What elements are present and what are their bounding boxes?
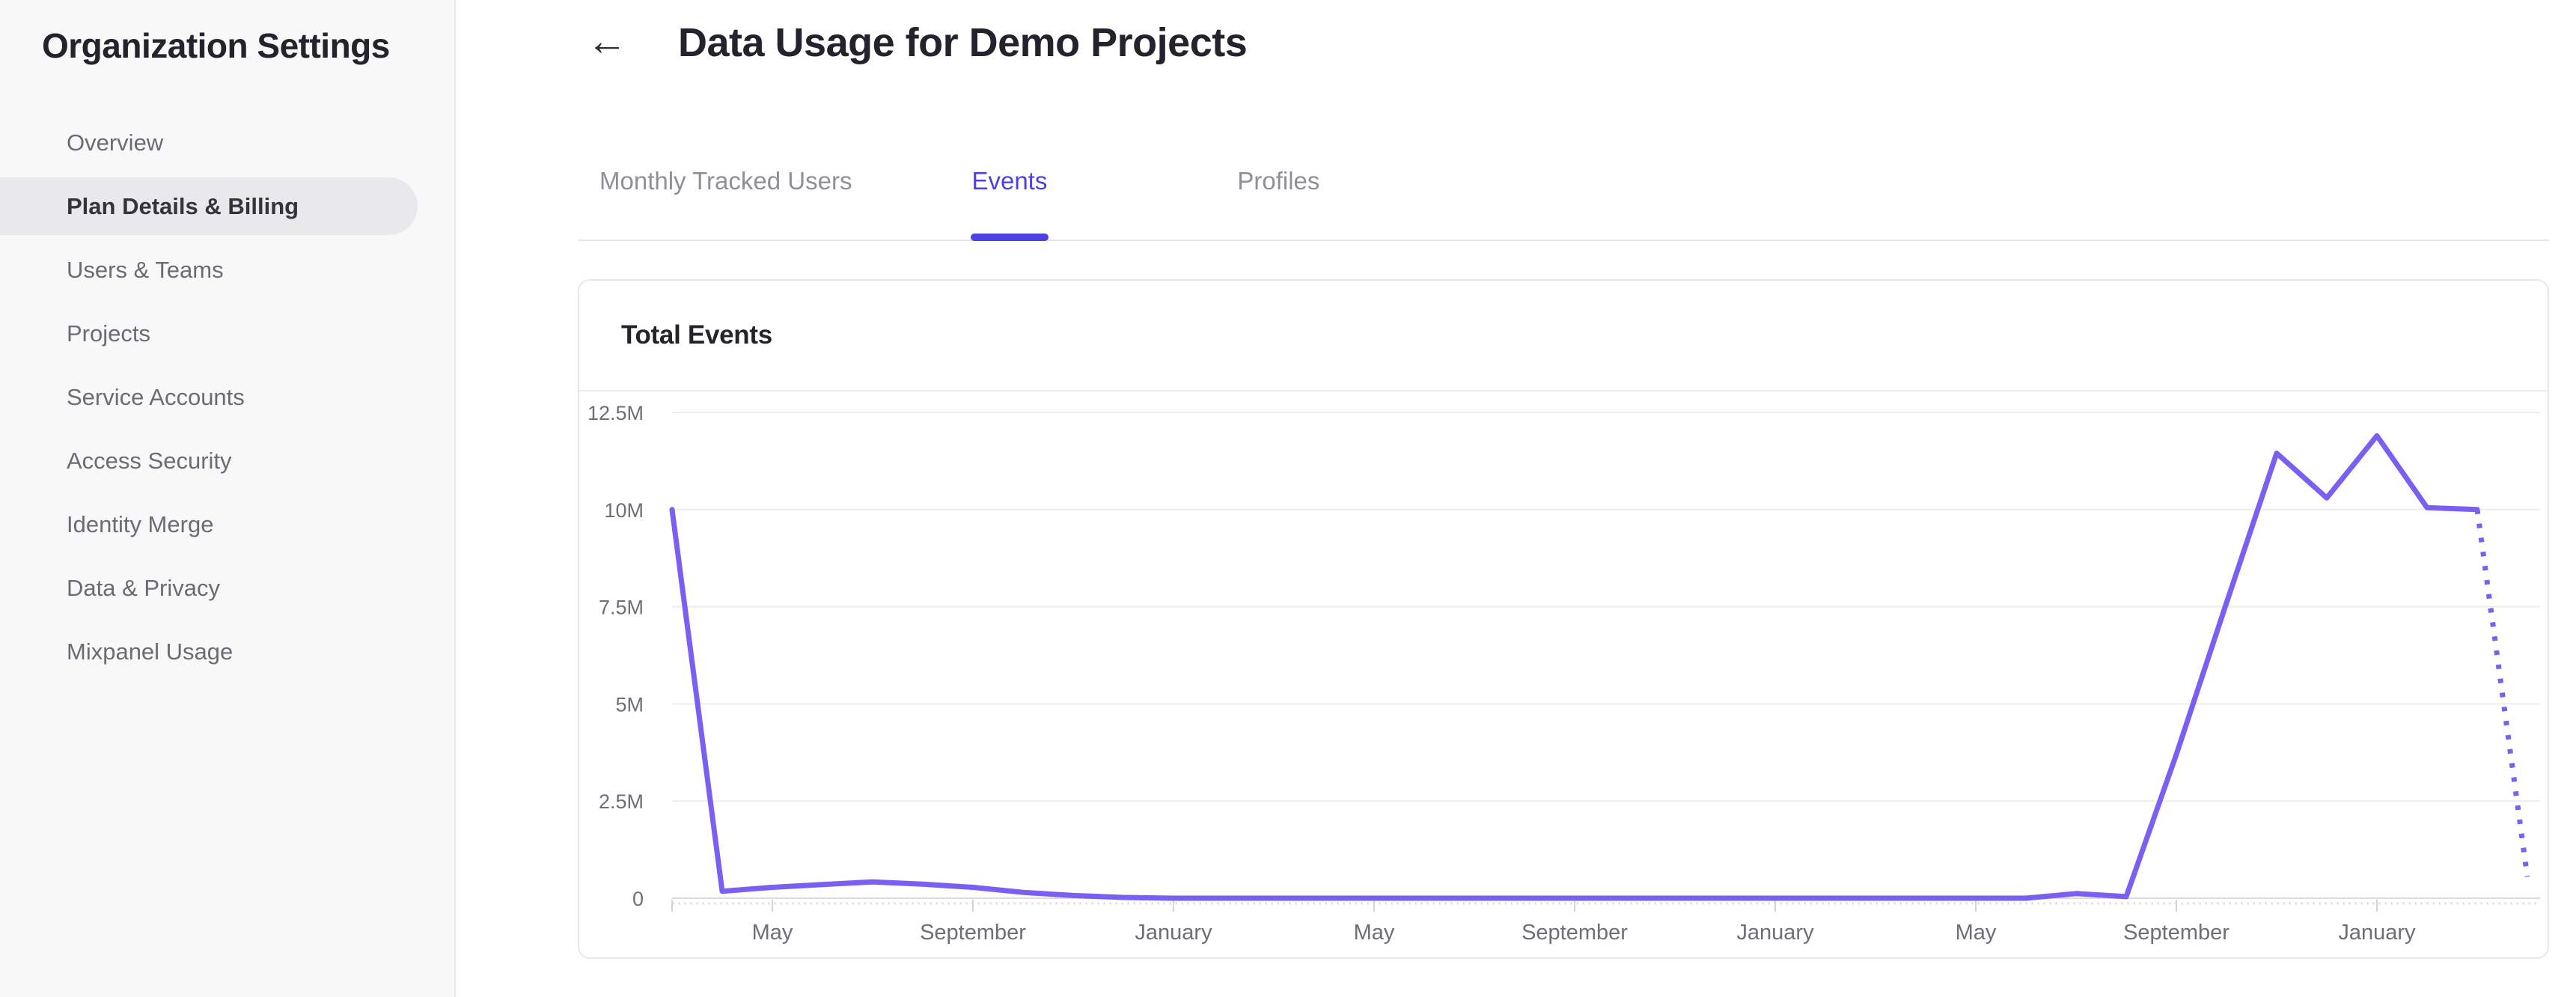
y-tick-label: 7.5M [599, 597, 644, 619]
x-tick-label: January [2338, 921, 2416, 945]
card-header: Total Events [579, 281, 2548, 391]
tab-label: Profiles [1237, 167, 1320, 195]
x-tick-label: May [752, 921, 793, 945]
active-tab-indicator [970, 234, 1049, 241]
sidebar-item-mixpanel-usage[interactable]: Mixpanel Usage [67, 638, 234, 665]
card-title: Total Events [621, 320, 772, 350]
sidebar-item-users-teams[interactable]: Users & Teams [67, 256, 224, 283]
sidebar-title: Organization Settings [42, 26, 390, 65]
tab-monthly-tracked-users[interactable]: Monthly Tracked Users [599, 168, 852, 193]
series-line-projected [2474, 509, 2530, 877]
sidebar-item-identity-merge[interactable]: Identity Merge [67, 510, 214, 537]
tab-events[interactable]: Events [970, 167, 1049, 241]
sidebar-item-access-security[interactable]: Access Security [67, 447, 232, 474]
y-tick-label: 2.5M [599, 790, 644, 813]
y-tick-label: 12.5M [587, 402, 644, 424]
y-tick-label: 10M [604, 499, 644, 522]
sidebar-item-service-accounts[interactable]: Service Accounts [67, 383, 245, 410]
tab-profiles[interactable]: Profiles [1237, 168, 1319, 193]
sidebar-item-projects[interactable]: Projects [67, 320, 150, 347]
tab-label: Events [971, 167, 1048, 195]
x-tick-label: May [1956, 921, 1997, 945]
x-tick-label: January [1736, 921, 1814, 945]
sidebar-item-data-privacy[interactable]: Data & Privacy [67, 574, 221, 601]
sidebar-nav: Overview Plan Details & Billing Users & … [0, 111, 454, 683]
x-tick-label: January [1135, 921, 1212, 945]
chart-area: 0 2.5M 5M 7.5M 10M 12.5M May September January Ma… [579, 393, 2548, 957]
sidebar-item-overview[interactable]: Overview [67, 129, 164, 156]
events-line-chart[interactable]: 0 2.5M 5M 7.5M 10M 12.5M May September January Ma… [579, 393, 2548, 957]
total-events-card: Total Events 0 2.5M 5M 7.5M 10M 12.5M May Septe… [578, 279, 2549, 959]
x-tick-label: May [1354, 921, 1395, 945]
x-tick-label: September [2123, 921, 2229, 945]
tab-bar: Monthly Tracked Users Events Profiles [578, 135, 2549, 241]
y-tick-label: 0 [632, 888, 644, 910]
page-title: Data Usage for Demo Projects [678, 20, 1248, 65]
sidebar: Organization Settings Overview Plan Deta… [0, 0, 456, 997]
tab-label: Monthly Tracked Users [599, 167, 852, 195]
sidebar-item-plan-details-billing[interactable]: Plan Details & Billing [0, 177, 418, 235]
y-tick-label: 5M [615, 693, 644, 716]
x-tick-label: September [920, 921, 1026, 945]
x-tick-label: September [1522, 921, 1628, 945]
series-line [669, 433, 2480, 901]
back-arrow-icon[interactable]: ← [587, 19, 627, 64]
